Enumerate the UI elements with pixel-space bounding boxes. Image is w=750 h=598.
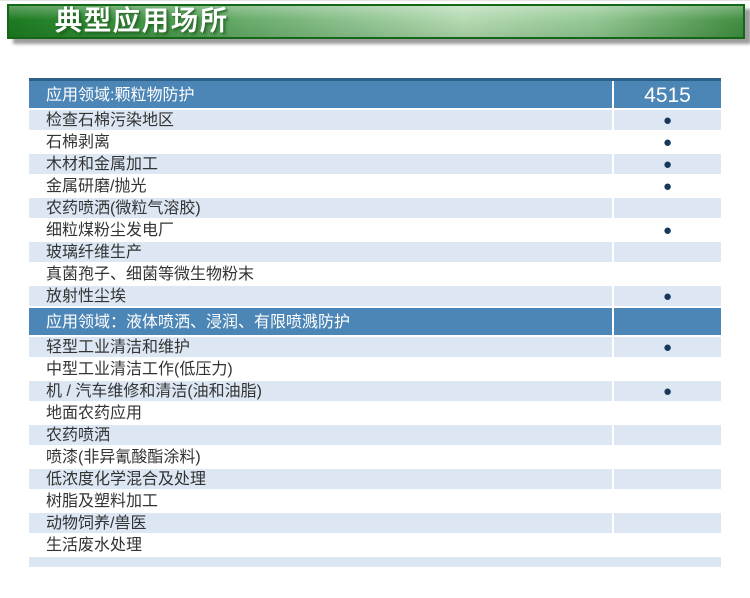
table-row: 农药喷洒 <box>29 425 721 447</box>
applicability-dot <box>612 198 721 220</box>
applicability-dot <box>612 447 721 469</box>
applicability-dot <box>612 425 721 447</box>
application-label: 树脂及塑料加工 <box>46 493 159 510</box>
applicability-dot: ● <box>612 286 721 308</box>
application-label: 农药喷洒(微粒气溶胶) <box>46 200 201 217</box>
applicability-dot <box>612 491 721 513</box>
applicability-dot <box>612 359 721 381</box>
section-header-right-cell <box>612 308 721 337</box>
application-label: 真菌孢子、细菌等微生物粉末 <box>46 266 255 283</box>
table-row: 石棉剥离 ● <box>29 132 721 154</box>
application-label: 轻型工业清洁和维护 <box>46 339 191 356</box>
table-row: 真菌孢子、细菌等微生物粉末 <box>29 264 721 286</box>
application-label: 石棉剥离 <box>46 134 111 151</box>
applicability-dot <box>612 242 721 264</box>
section-banner: 典型应用场所 <box>7 4 745 39</box>
table-row: 放射性尘埃 ● <box>29 286 721 308</box>
application-label: 机 / 汽车维修和清洁(油和油脂) <box>46 383 262 400</box>
applicability-dot: ● <box>612 220 721 242</box>
applicability-dot: ● <box>612 337 721 359</box>
application-label: 动物饲养/兽医 <box>46 515 147 532</box>
application-label: 木材和金属加工 <box>46 156 159 173</box>
table-section-header-liquid: 应用领域：液体喷洒、浸润、有限喷溅防护 <box>29 308 721 337</box>
applicability-dot <box>612 469 721 491</box>
application-table: 应用领域:颗粒物防护 4515 检查石棉污染地区 ● 石棉剥离 ● 木材和金属加… <box>29 78 721 598</box>
application-label: 农药喷洒 <box>46 427 111 444</box>
table-row: 轻型工业清洁和维护 ● <box>29 337 721 359</box>
section-header-label: 应用领域：液体喷洒、浸润、有限喷溅防护 <box>46 314 351 331</box>
table-row: 地面农药应用 <box>29 403 721 425</box>
table-row: 树脂及塑料加工 <box>29 491 721 513</box>
applicability-dot: ● <box>612 381 721 403</box>
table-row: 低浓度化学混合及处理 <box>29 469 721 491</box>
application-label: 放射性尘埃 <box>46 288 127 305</box>
section-header-label: 应用领域:颗粒物防护 <box>46 87 195 104</box>
applicability-dot: ● <box>612 110 721 132</box>
applicability-dot: ● <box>612 176 721 198</box>
table-row: 木材和金属加工 ● <box>29 154 721 176</box>
application-label: 玻璃纤维生产 <box>46 244 143 261</box>
table-row: 生活废水处理 <box>29 535 721 557</box>
table-row: 动物饲养/兽医 <box>29 513 721 535</box>
application-label: 中型工业清洁工作(低压力) <box>46 361 233 378</box>
application-label: 喷漆(非异氰酸酯涂料) <box>46 449 201 466</box>
application-label: 细粒煤粉尘发电厂 <box>46 222 175 239</box>
product-code-header: 4515 <box>612 81 721 110</box>
table-row: 机 / 汽车维修和清洁(油和油脂) ● <box>29 381 721 403</box>
section-banner-title: 典型应用场所 <box>55 6 229 36</box>
table-row: 金属研磨/抛光 ● <box>29 176 721 198</box>
application-label: 地面农药应用 <box>46 405 143 422</box>
table-row: 检查石棉污染地区 ● <box>29 110 721 132</box>
applicability-dot <box>612 535 721 557</box>
applicability-dot <box>612 513 721 535</box>
table-row: 细粒煤粉尘发电厂 ● <box>29 220 721 242</box>
applicability-dot <box>612 264 721 286</box>
applicability-dot: ● <box>612 132 721 154</box>
table-row: 喷漆(非异氰酸酯涂料) <box>29 447 721 469</box>
table-row: 玻璃纤维生产 <box>29 242 721 264</box>
applicability-dot <box>612 403 721 425</box>
table-row: 农药喷洒(微粒气溶胶) <box>29 198 721 220</box>
application-label: 生活废水处理 <box>46 537 143 554</box>
partial-row <box>29 557 721 567</box>
table-section-header-particulate: 应用领域:颗粒物防护 4515 <box>29 81 721 110</box>
application-label: 低浓度化学混合及处理 <box>46 471 207 488</box>
application-label: 金属研磨/抛光 <box>46 178 147 195</box>
table-row: 中型工业清洁工作(低压力) <box>29 359 721 381</box>
applicability-dot: ● <box>612 154 721 176</box>
application-label: 检查石棉污染地区 <box>46 112 175 129</box>
